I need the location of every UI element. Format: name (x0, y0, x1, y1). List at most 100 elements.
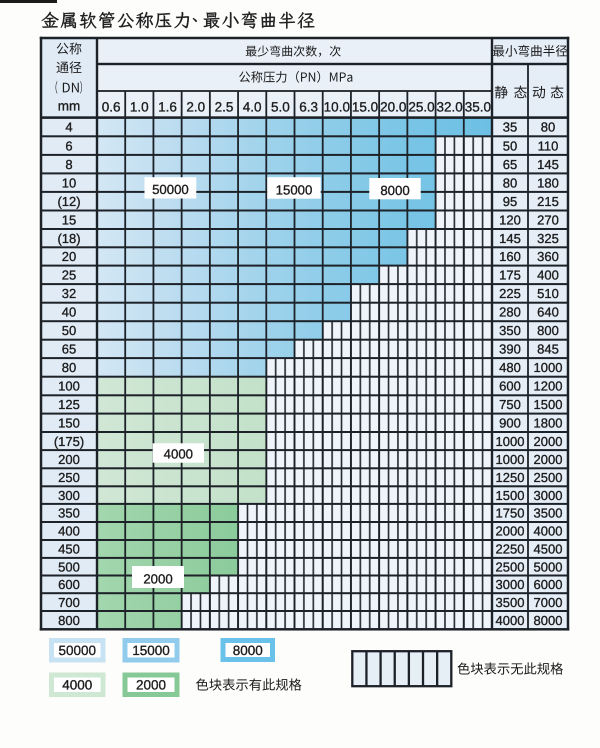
svg-text:4000: 4000 (164, 446, 193, 461)
svg-text:400: 400 (537, 268, 559, 283)
svg-text:1000: 1000 (496, 434, 525, 449)
svg-text:95: 95 (503, 194, 517, 209)
svg-text:1.0: 1.0 (130, 99, 149, 114)
svg-text:50000: 50000 (152, 182, 189, 197)
svg-text:5.0: 5.0 (271, 99, 290, 114)
svg-text:50000: 50000 (58, 643, 96, 658)
svg-text:600: 600 (58, 577, 80, 592)
svg-text:20: 20 (62, 249, 76, 264)
svg-text:175: 175 (499, 268, 521, 283)
svg-text:350: 350 (58, 506, 80, 521)
svg-text:180: 180 (537, 175, 559, 190)
svg-text:300: 300 (58, 488, 80, 503)
svg-text:100: 100 (58, 379, 80, 394)
svg-text:350: 350 (499, 323, 521, 338)
svg-text:(175): (175) (54, 434, 84, 449)
svg-text:8000: 8000 (233, 643, 263, 658)
svg-text:145: 145 (499, 231, 521, 246)
svg-text:80: 80 (503, 175, 517, 190)
svg-text:250: 250 (58, 470, 80, 485)
svg-text:65: 65 (62, 342, 76, 357)
svg-text:225: 225 (499, 286, 521, 301)
svg-text:6000: 6000 (534, 577, 563, 592)
svg-text:1750: 1750 (496, 506, 525, 521)
svg-text:35.0: 35.0 (465, 99, 491, 114)
svg-text:145: 145 (537, 157, 559, 172)
svg-text:900: 900 (499, 416, 521, 431)
svg-text:2000: 2000 (496, 524, 525, 539)
svg-text:50: 50 (62, 323, 76, 338)
svg-text:2000: 2000 (534, 434, 563, 449)
svg-text:15: 15 (62, 212, 76, 227)
svg-text:15000: 15000 (276, 182, 313, 197)
svg-text:110: 110 (538, 138, 559, 153)
svg-text:10: 10 (62, 175, 76, 190)
svg-text:160: 160 (499, 249, 521, 264)
svg-text:2250: 2250 (496, 542, 525, 557)
svg-text:200: 200 (58, 452, 80, 467)
svg-text:20.0: 20.0 (380, 99, 406, 114)
svg-text:3000: 3000 (534, 488, 563, 503)
svg-text:120: 120 (499, 212, 521, 227)
svg-text:(18): (18) (57, 231, 80, 246)
svg-text:5000: 5000 (534, 559, 563, 574)
svg-text:15000: 15000 (132, 643, 170, 658)
svg-text:(12): (12) (57, 194, 80, 209)
svg-text:150: 150 (58, 416, 80, 431)
svg-text:6: 6 (65, 138, 72, 153)
svg-text:215: 215 (537, 194, 559, 209)
svg-text:7000: 7000 (534, 595, 563, 610)
svg-text:80: 80 (62, 360, 76, 375)
svg-text:600: 600 (499, 379, 521, 394)
svg-text:35: 35 (503, 120, 517, 135)
svg-text:400: 400 (58, 524, 80, 539)
svg-text:500: 500 (58, 559, 80, 574)
svg-text:1000: 1000 (534, 360, 563, 375)
svg-text:450: 450 (58, 542, 80, 557)
svg-text:32.0: 32.0 (437, 99, 463, 114)
svg-text:8000: 8000 (380, 183, 409, 198)
svg-text:4: 4 (65, 120, 72, 135)
svg-text:3000: 3000 (496, 577, 525, 592)
svg-text:125: 125 (58, 397, 80, 412)
svg-text:4500: 4500 (534, 542, 563, 557)
svg-text:3500: 3500 (496, 595, 525, 610)
svg-text:8: 8 (65, 157, 72, 172)
svg-text:3500: 3500 (534, 506, 563, 521)
svg-text:1200: 1200 (534, 379, 563, 394)
svg-text:2500: 2500 (496, 559, 525, 574)
svg-text:510: 510 (537, 286, 559, 301)
svg-text:1250: 1250 (496, 470, 525, 485)
svg-text:10.0: 10.0 (324, 99, 350, 114)
svg-text:4000: 4000 (496, 613, 525, 628)
svg-text:480: 480 (499, 360, 521, 375)
svg-text:750: 750 (499, 397, 521, 412)
svg-text:2000: 2000 (136, 678, 166, 693)
svg-text:6.3: 6.3 (299, 99, 318, 114)
svg-text:8000: 8000 (534, 613, 563, 628)
svg-text:0.6: 0.6 (102, 99, 121, 114)
svg-text:50: 50 (503, 138, 517, 153)
svg-text:2000: 2000 (143, 572, 172, 587)
svg-text:800: 800 (58, 613, 80, 628)
svg-text:270: 270 (537, 212, 559, 227)
svg-text:2.0: 2.0 (186, 99, 205, 114)
svg-text:4000: 4000 (62, 678, 92, 693)
svg-text:360: 360 (537, 249, 559, 264)
svg-text:325: 325 (537, 231, 559, 246)
svg-text:1000: 1000 (496, 452, 525, 467)
svg-text:80: 80 (541, 120, 555, 135)
svg-text:700: 700 (58, 595, 80, 610)
svg-text:390: 390 (499, 342, 521, 357)
svg-text:640: 640 (537, 305, 559, 320)
svg-text:1800: 1800 (534, 416, 563, 431)
svg-text:65: 65 (503, 157, 517, 172)
svg-text:845: 845 (537, 342, 559, 357)
svg-text:mm: mm (58, 98, 81, 113)
svg-text:2.5: 2.5 (215, 99, 234, 114)
svg-text:40: 40 (62, 305, 76, 320)
svg-text:4.0: 4.0 (243, 99, 262, 114)
svg-text:25: 25 (62, 268, 76, 283)
svg-text:4000: 4000 (534, 524, 563, 539)
svg-text:15.0: 15.0 (352, 99, 378, 114)
